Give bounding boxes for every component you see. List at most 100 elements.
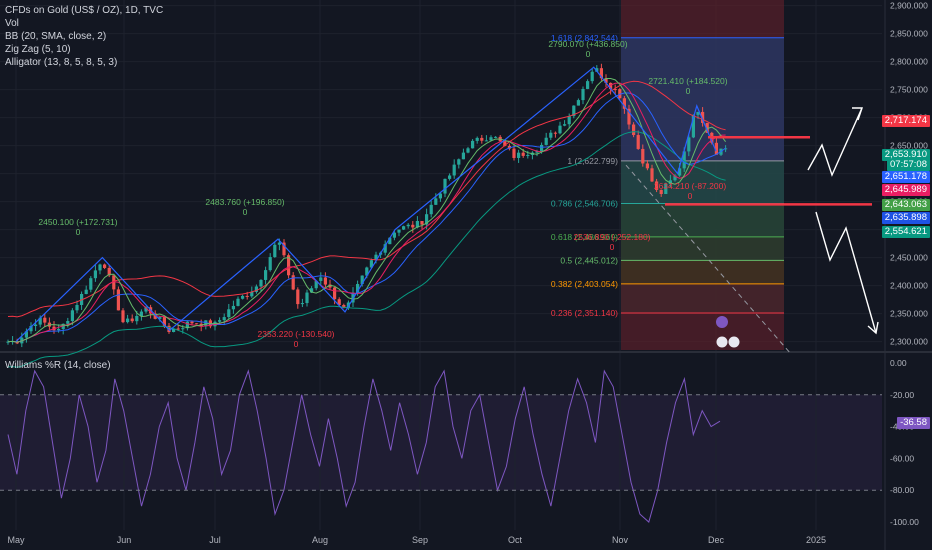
time-tick-label: Jun (117, 535, 132, 545)
candle-body (98, 264, 102, 271)
candle-body (365, 267, 369, 276)
lightning-event-icon (716, 316, 728, 328)
candle-body (241, 295, 245, 299)
candle-body (438, 193, 442, 199)
zigzag-annotation-sub: 0 (76, 227, 81, 237)
candle-body (553, 132, 557, 134)
price-tag: 2,717.174 (881, 115, 930, 127)
candle-body (406, 224, 410, 227)
candle-body (291, 275, 295, 290)
price-tick-label: 2,850.000 (890, 29, 928, 39)
candle-body (415, 221, 419, 228)
candle-body (581, 88, 585, 101)
candle-body (540, 144, 544, 152)
chart-legend: CFDs on Gold (US$ / OZ), 1D, TVC Vol BB … (5, 4, 163, 69)
candle-body (645, 163, 649, 169)
candle-body (126, 318, 130, 323)
fib-level-label: 0.786 (2,546.706) (551, 198, 618, 208)
zigzag-annotation: 2790.070 (+436.850) (548, 39, 627, 49)
candle-body (328, 284, 332, 288)
candle-body (369, 260, 373, 268)
price-tick-label: 2,750.000 (890, 85, 928, 95)
zigzag-annotation: 2353.220 (-130.540) (257, 329, 334, 339)
candle-body (641, 148, 645, 164)
symbol-title[interactable]: CFDs on Gold (US$ / OZ), 1D, TVC (5, 5, 164, 16)
candle-body (287, 255, 291, 276)
candle-body (162, 317, 166, 326)
flag-event-icon (716, 336, 728, 348)
price-tag: 2,653.910 (881, 149, 930, 161)
candle-body (342, 305, 346, 309)
williams-legend[interactable]: Williams %R (14, close) (5, 360, 111, 371)
candle-body (392, 232, 396, 238)
time-tick-label: 2025 (806, 535, 826, 545)
candle-body (277, 242, 281, 245)
fib-level-label: 0.618 (2,486.969) (551, 232, 618, 242)
candle-body (57, 328, 61, 331)
candle-body (586, 81, 590, 89)
candle-body (696, 111, 700, 115)
price-tick-label: 2,350.000 (890, 309, 928, 319)
zigzag-annotation-sub: 0 (610, 242, 615, 252)
candle-body (484, 140, 488, 142)
candle-body (622, 98, 626, 109)
candle-body (471, 140, 475, 149)
time-tick-label: Nov (612, 535, 629, 545)
candle-body (273, 244, 277, 258)
candle-body (636, 135, 640, 149)
candle-body (195, 323, 199, 325)
candle-body (457, 159, 461, 165)
candle-body (475, 137, 479, 141)
zigzag-annotation: 2721.410 (+184.520) (648, 76, 727, 86)
candle-body (204, 320, 208, 327)
candle-body (563, 124, 567, 126)
candle-body (305, 292, 309, 304)
fib-zone (621, 260, 784, 284)
candle-body (549, 132, 553, 138)
candle-body (314, 280, 318, 289)
bearish-arrowhead (867, 321, 879, 335)
price-tag: 2,645.989 (881, 184, 930, 196)
candle-body (480, 137, 484, 141)
candle-body (576, 100, 580, 106)
candle-body (351, 292, 355, 303)
zigzag-annotation-sub: 0 (686, 86, 691, 96)
legend-bb[interactable]: BB (20, SMA, close, 2) (5, 31, 107, 42)
fib-zone (621, 203, 784, 237)
candle-body (172, 328, 176, 333)
candle-body (526, 154, 530, 156)
legend-zigzag[interactable]: Zig Zag (5, 10) (5, 44, 71, 55)
candle-body (135, 315, 139, 322)
candle-body (254, 286, 258, 292)
williams-tick-label: 0.00 (890, 358, 907, 368)
zigzag-annotation-sub: 0 (688, 191, 693, 201)
candle-body (112, 275, 116, 290)
candle-body (374, 254, 378, 261)
zigzag-annotation: 2634.210 (-87.200) (654, 181, 726, 191)
fib-upper-zone (621, 37, 784, 161)
candle-body (567, 116, 571, 125)
candle-body (691, 114, 695, 138)
candle-body (461, 152, 465, 160)
candle-body (61, 323, 65, 329)
legend-alligator[interactable]: Alligator (13, 8, 5, 8, 5, 3) (5, 57, 118, 68)
candle-body (153, 313, 157, 319)
candle-body (236, 298, 240, 306)
fib-level-label: 1.618 (2,842.544) (551, 33, 618, 43)
candle-body (185, 321, 189, 329)
candle-body (595, 68, 599, 72)
legend-vol[interactable]: Vol (5, 18, 19, 29)
alligator-lips (7, 78, 726, 343)
zigzag-annotation: 2483.760 (+196.850) (205, 197, 284, 207)
candle-body (70, 310, 74, 322)
candle-body (116, 289, 120, 311)
alligator-teeth (7, 82, 726, 343)
candle-body (507, 145, 511, 149)
candle-body (517, 152, 521, 158)
price-tick-label: 2,400.000 (890, 281, 928, 291)
candle-body (682, 151, 686, 169)
candle-body (714, 142, 718, 155)
candle-body (38, 317, 42, 325)
candle-body (300, 303, 304, 305)
